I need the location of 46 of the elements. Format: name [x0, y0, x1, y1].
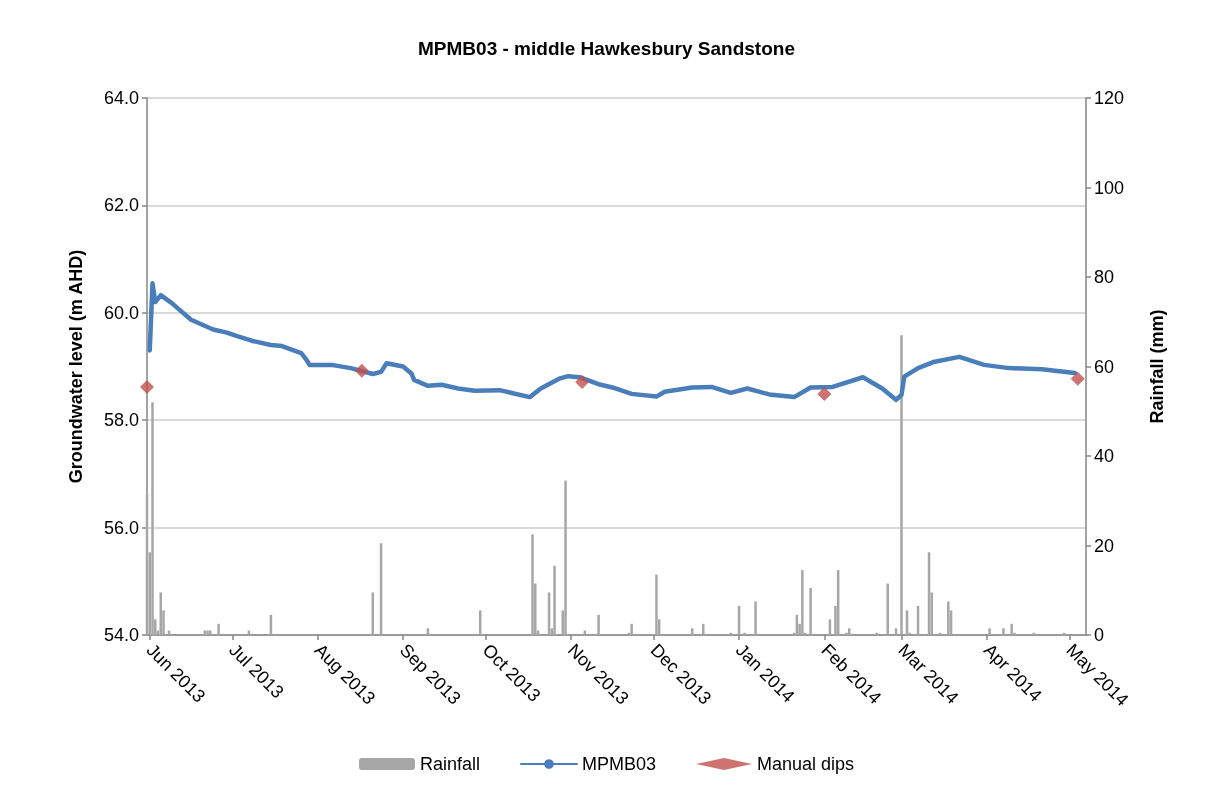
y-tick-label: 60.0	[103, 302, 139, 323]
y-tick-label: 62.0	[103, 195, 139, 216]
bar	[209, 630, 212, 635]
y-tick-label: 58.0	[103, 410, 139, 431]
bar	[1010, 623, 1013, 635]
y2-tick-label: 40	[1094, 446, 1115, 466]
y2-tick-label: 0	[1094, 625, 1105, 645]
bar	[531, 534, 534, 635]
bar	[553, 565, 556, 635]
point	[140, 379, 154, 394]
point	[817, 386, 832, 401]
y2-tick-label: 60	[1094, 356, 1115, 377]
point	[575, 375, 590, 390]
bar	[597, 614, 600, 635]
bar	[743, 632, 746, 635]
bar	[217, 623, 220, 635]
point	[354, 363, 369, 378]
bar	[947, 601, 950, 635]
bar	[875, 632, 878, 635]
bar	[900, 335, 903, 635]
y-tick-label: 54.0	[103, 625, 139, 645]
bar	[845, 632, 848, 635]
bar	[886, 583, 889, 635]
y2-tick-label: 120	[1094, 88, 1125, 108]
legend-label: MPMB03	[581, 754, 657, 774]
bar	[988, 628, 991, 635]
bar	[630, 623, 633, 635]
bar	[1002, 628, 1005, 635]
bar	[801, 570, 804, 635]
y2-tick-label: 80	[1094, 267, 1115, 287]
bar	[655, 574, 658, 635]
chart-title: MPMB03 - middle Hawkesbury Sandstone	[418, 38, 795, 59]
y-tick-label: 64.0	[103, 88, 139, 108]
y2-tick-label: 20	[1094, 535, 1115, 556]
bar	[754, 601, 757, 635]
legend-label: Rainfall	[419, 754, 480, 774]
y2-axis-title: Rainfall (mm)	[1147, 309, 1167, 424]
bar	[151, 402, 154, 635]
y-tick-label: 56.0	[103, 517, 139, 538]
y-axis-title: Groundwater level (m AHD)	[66, 249, 86, 484]
bar	[809, 588, 812, 635]
point	[1070, 371, 1085, 386]
legend-label: Manual dips	[757, 754, 855, 774]
bar	[1032, 632, 1035, 635]
y2-tick-label: 100	[1094, 177, 1125, 198]
bar	[564, 480, 567, 635]
